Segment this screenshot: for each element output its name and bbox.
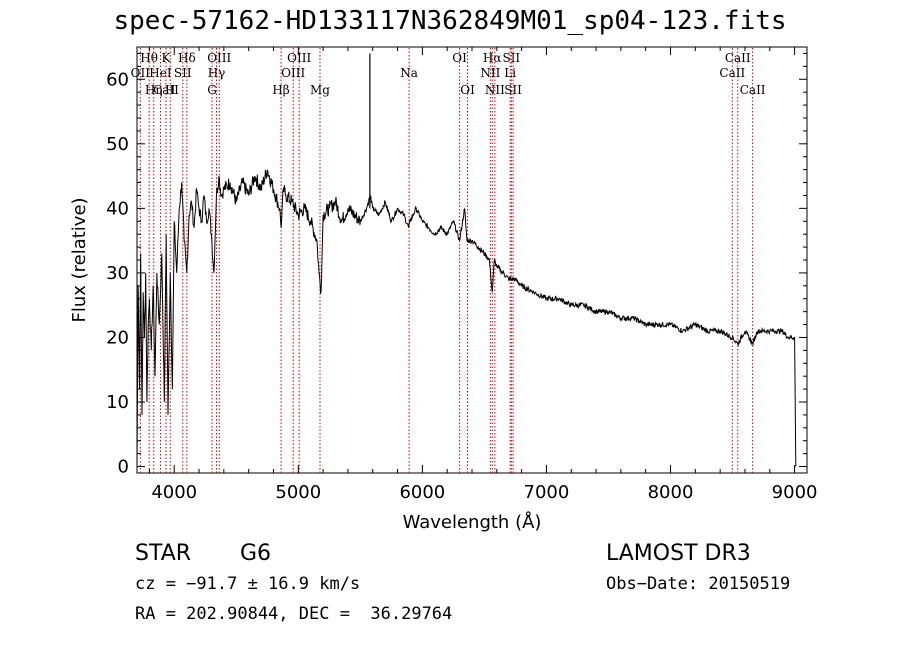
spectral-line-label: OII	[131, 66, 151, 80]
spectral-line-label: Li	[504, 66, 516, 80]
y-tick-label: 0	[118, 457, 129, 478]
y-axis-label: Flux (relative)	[69, 197, 90, 322]
spectral-line-label: OIII	[287, 51, 311, 65]
spectral-line-label: OIII	[281, 66, 305, 80]
spectral-line-label: CaII	[725, 51, 751, 65]
spectral-line-label: Hα	[483, 51, 502, 65]
object-subclass: G6	[240, 541, 272, 566]
x-tick-label: 9000	[772, 482, 818, 503]
y-tick-label: 50	[106, 134, 129, 155]
spectral-line-label: HeI	[149, 66, 172, 80]
spectral-line-label: Hδ	[178, 51, 196, 65]
y-tick-label: 60	[106, 69, 129, 90]
object-class: STAR	[135, 541, 192, 566]
spectral-line-label: Hβ	[272, 83, 289, 97]
survey-name: LAMOST DR3	[606, 541, 751, 566]
spectral-line-label: SII	[502, 51, 520, 65]
observation-date: Obs−Date: 20150519	[606, 574, 791, 594]
y-tick-label: 10	[106, 392, 129, 413]
flux-line	[136, 169, 797, 467]
spectral-line-label: Hη	[145, 83, 163, 97]
redshift-velocity: cz = −91.7 ± 16.9 km/s	[135, 574, 361, 594]
spectral-line-label: OI	[452, 51, 467, 65]
spectral-line-label: CaII	[740, 83, 766, 97]
spectral-line-label: H	[165, 83, 175, 97]
spectral-line-label: Na	[400, 66, 418, 80]
y-tick-label: 30	[106, 263, 129, 284]
spectral-line-label: Hθ	[140, 51, 158, 65]
spectral-line-label: Mg	[310, 83, 330, 97]
axis-ticks: 4000 5000 6000 7000 8000 9000 0 10 20 30 40 50 60	[106, 47, 817, 503]
spectral-line-label: SII	[174, 66, 192, 80]
flux-series	[136, 53, 797, 467]
x-tick-label: 6000	[399, 482, 445, 503]
y-tick-label: 20	[106, 327, 129, 348]
spectral-line-label: NII	[485, 83, 505, 97]
plot-frame	[136, 46, 808, 474]
spectral-line-label: K	[162, 51, 172, 65]
spectral-line-label: Hγ	[208, 66, 226, 80]
spectral-line-label: G	[207, 83, 217, 97]
x-tick-label: 7000	[524, 482, 570, 503]
x-tick-label: 4000	[151, 482, 197, 503]
x-tick-label: 8000	[648, 482, 694, 503]
spectral-line-label: SII	[504, 83, 522, 97]
coordinates: RA = 202.90844, DEC = 36.29764	[135, 604, 453, 624]
spectral-line-label: CaII	[719, 66, 745, 80]
y-tick-label: 40	[106, 198, 129, 219]
spectral-line-label: NII	[480, 66, 500, 80]
spectral-line-label: OI	[460, 83, 475, 97]
x-axis-label: Wavelength (Å)	[403, 511, 542, 533]
x-tick-label: 5000	[275, 482, 321, 503]
spectral-line-label: OIII	[207, 51, 231, 65]
chart-title: spec-57162-HD133117N362849M01_sp04-123.f…	[113, 6, 787, 36]
